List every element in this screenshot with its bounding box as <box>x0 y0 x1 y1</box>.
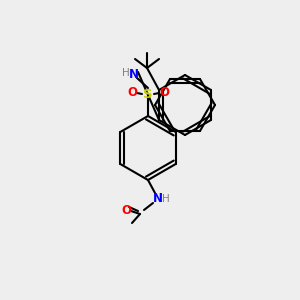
Text: O: O <box>121 203 131 217</box>
Text: O: O <box>127 86 137 100</box>
Text: O: O <box>159 86 169 100</box>
Text: H: H <box>122 68 130 78</box>
Text: N: N <box>153 191 163 205</box>
Text: H: H <box>162 194 170 204</box>
Text: S: S <box>143 88 153 100</box>
Text: N: N <box>129 68 139 80</box>
